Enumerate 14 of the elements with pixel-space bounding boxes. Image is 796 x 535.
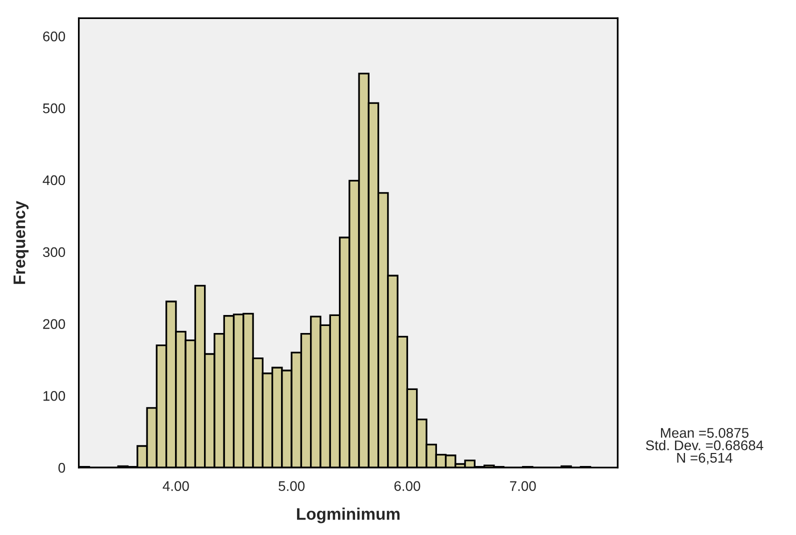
y-tick-label: 0 [58, 462, 66, 473]
y-tick-label: 500 [42, 103, 66, 114]
x-tick-label: 5.00 [278, 481, 305, 491]
y-tick-label: 200 [43, 319, 66, 329]
x-axis-title: Logminimum [297, 508, 400, 524]
y-tick-label: 100 [44, 391, 66, 401]
x-tick-label: 6.00 [394, 481, 420, 491]
y-tick-label: 600 [43, 32, 66, 42]
y-tick-label: 300 [42, 247, 66, 258]
y-tick-label: 400 [42, 175, 66, 186]
x-tick-label: 7.00 [510, 481, 536, 491]
x-tick-label: 4.00 [162, 481, 189, 491]
y-axis-title: Frequency [14, 200, 29, 284]
text: Mean =5.0875 Std. Dev. =0.68684 N =6,514 [646, 428, 764, 464]
